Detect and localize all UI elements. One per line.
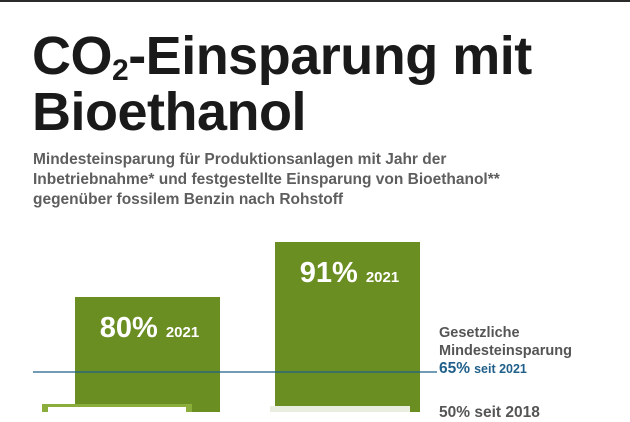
bar-2 — [275, 242, 420, 412]
bar-label-1: 80% 2021 — [100, 312, 199, 344]
reference-line-since: seit 2021 — [474, 362, 527, 376]
top-rule — [0, 0, 630, 2]
page-subtitle: Mindesteinsparung für Produktionsanlagen… — [33, 151, 500, 208]
bar-year-1: 2021 — [166, 324, 199, 341]
bar-label-2: 91% 2021 — [300, 257, 399, 289]
page-title: CO2-Einsparung mit Bioethanol — [32, 26, 532, 142]
bar-value-2: 91% — [300, 257, 358, 289]
bar-year-2: 2021 — [366, 269, 399, 286]
lower-bar-1-inner — [48, 407, 186, 412]
bar-value-1: 80% — [100, 312, 158, 344]
savings-bar-chart: 80% 2021 91% 2021 — [33, 242, 437, 412]
reference-line-title-2: Mindesteinsparung — [439, 343, 572, 359]
second-reference-label: 50% seit 2018 — [439, 404, 540, 421]
reference-line-title-1: Gesetzliche — [439, 325, 520, 341]
bar-1 — [75, 297, 220, 412]
reference-line-label: Gesetzliche Mindesteinsparung 65% seit 2… — [439, 324, 624, 378]
reference-line-value: 65% — [439, 360, 471, 377]
lower-bar-2 — [270, 406, 410, 412]
